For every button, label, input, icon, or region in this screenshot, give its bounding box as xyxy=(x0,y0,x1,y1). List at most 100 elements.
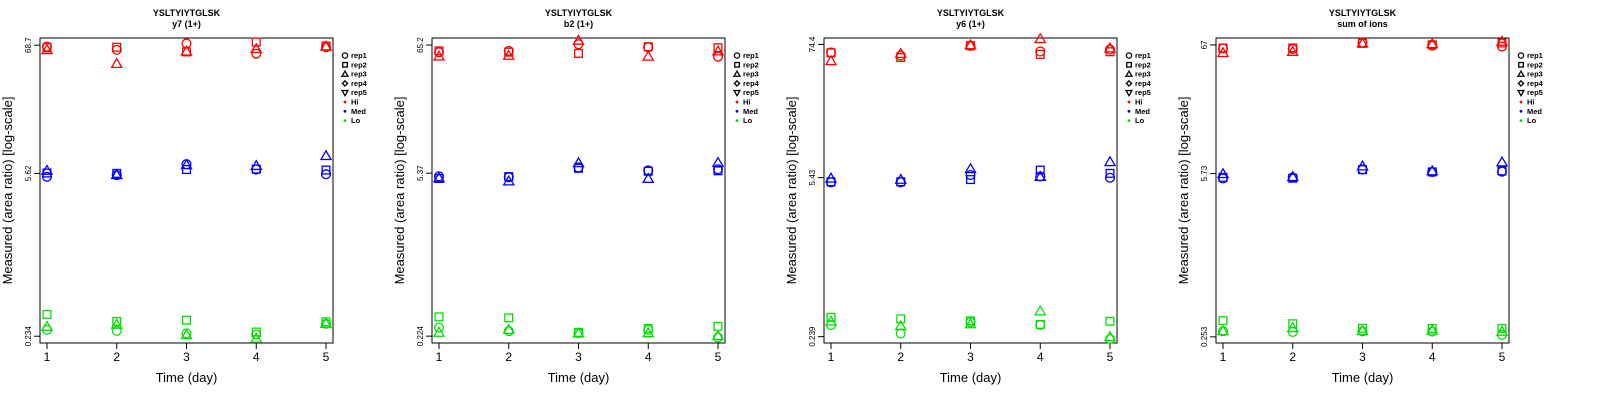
y-axis-label: Measured (area ratio) [log-scale] xyxy=(392,97,407,285)
data-point-med-rep2 xyxy=(321,165,331,175)
y-axis-label: Measured (area ratio) [log-scale] xyxy=(1176,97,1191,285)
y-tick-label: 0.239 xyxy=(808,326,817,347)
data-point-lo-rep3 xyxy=(432,326,446,337)
data-point-hi-rep2 xyxy=(573,48,584,58)
legend-label-rep5: rep5 xyxy=(743,88,759,97)
chart-subtitle: b2 (1+) xyxy=(564,19,593,29)
data-point-med-rep1 xyxy=(965,169,976,181)
data-point-lo-rep2 xyxy=(251,327,261,337)
data-point-lo-rep2 xyxy=(181,315,192,325)
data-point-lo-rep1 xyxy=(712,332,724,343)
legend-dot-hi xyxy=(343,100,347,104)
legend-label-rep2: rep2 xyxy=(1135,60,1151,69)
chart-subtitle: sum of ions xyxy=(1337,19,1388,29)
data-point-hi-rep2 xyxy=(251,37,261,47)
x-tick-label: 1 xyxy=(828,350,835,364)
x-tick-label: 4 xyxy=(253,350,260,364)
data-point-lo-rep3 xyxy=(964,317,977,329)
data-point-med-rep3 xyxy=(1216,167,1230,179)
data-point-med-rep3 xyxy=(572,156,585,168)
data-point-hi-rep1 xyxy=(111,44,122,55)
data-point-med-rep3 xyxy=(711,156,725,168)
data-point-hi-rep3 xyxy=(1495,35,1509,46)
x-tick-label: 1 xyxy=(436,350,443,364)
data-point-hi-rep3 xyxy=(110,57,123,69)
legend-marker-rep3 xyxy=(1516,69,1526,77)
legend-marker-rep2 xyxy=(342,61,348,68)
legend-label-rep4: rep4 xyxy=(351,79,368,88)
y-tick-label: 65.2 xyxy=(416,37,425,53)
data-point-lo-rep2 xyxy=(1288,319,1298,329)
chart-title: YSLTYIYTGLSK xyxy=(545,8,613,18)
plot-frame xyxy=(1215,37,1510,344)
x-tick-label: 3 xyxy=(1359,350,1366,364)
legend-label-rep4: rep4 xyxy=(1135,79,1152,88)
data-point-lo-rep1 xyxy=(111,325,122,336)
legend-dot-med xyxy=(735,109,739,113)
data-point-lo-rep3 xyxy=(894,319,907,331)
legend-dot-hi xyxy=(1519,100,1523,104)
data-point-med-rep3 xyxy=(319,149,333,161)
x-tick-label: 5 xyxy=(1499,350,1506,364)
x-tick-label: 1 xyxy=(1220,350,1227,364)
data-point-hi-rep3 xyxy=(180,45,193,56)
legend-dot-hi xyxy=(735,100,739,104)
data-point-hi-rep3 xyxy=(572,34,585,45)
data-point-hi-rep3 xyxy=(1426,37,1439,49)
legend-dot-lo xyxy=(1127,119,1131,122)
legend-marker-rep3 xyxy=(1124,69,1134,77)
data-point-med-rep2 xyxy=(1497,166,1507,176)
legend-label-hi: Hi xyxy=(1135,98,1143,107)
y-tick-label: 67 xyxy=(1200,40,1209,49)
legend-label-lo: Lo xyxy=(1135,116,1145,125)
data-point-lo-rep3 xyxy=(572,326,585,338)
data-point-med-rep3 xyxy=(110,168,123,180)
legend-marker-rep5 xyxy=(340,89,350,97)
chart-subtitle: y6 (1+) xyxy=(956,19,985,29)
data-point-hi-rep3 xyxy=(964,38,977,50)
plot-frame xyxy=(823,37,1118,344)
data-point-hi-rep3 xyxy=(824,54,838,66)
legend-dot-lo xyxy=(735,119,739,122)
data-point-med-rep3 xyxy=(502,174,515,186)
legend-marker-rep2 xyxy=(734,61,740,68)
legend-marker-rep5 xyxy=(1516,89,1526,97)
data-point-lo-rep2 xyxy=(1357,323,1368,333)
data-point-med-rep2 xyxy=(181,165,192,175)
x-tick-label: 1 xyxy=(44,350,51,364)
y-tick-label: 5.73 xyxy=(1200,165,1209,181)
x-tick-label: 3 xyxy=(575,350,582,364)
data-point-lo-rep3 xyxy=(502,323,515,334)
data-point-lo-rep3 xyxy=(40,320,54,331)
data-point-hi-rep2 xyxy=(1218,43,1228,53)
y-tick-label: 5.43 xyxy=(808,169,817,185)
legend-marker-rep2 xyxy=(1518,61,1524,68)
chart-title: YSLTYIYTGLSK xyxy=(153,8,221,18)
x-axis-label: Time (day) xyxy=(940,370,1002,385)
legend-marker-rep3 xyxy=(340,69,350,77)
legend-label-hi: Hi xyxy=(743,98,751,107)
data-point-lo-rep3 xyxy=(711,329,725,341)
data-point-med-rep3 xyxy=(642,172,655,183)
data-point-lo-rep2 xyxy=(643,323,653,334)
chart-title: YSLTYIYTGLSK xyxy=(1329,8,1397,18)
data-point-lo-rep3 xyxy=(1356,324,1369,336)
legend-marker-rep1 xyxy=(341,52,349,59)
data-point-med-rep3 xyxy=(1286,170,1299,182)
data-point-lo-rep2 xyxy=(434,312,444,322)
data-point-hi-rep3 xyxy=(1356,36,1369,48)
data-point-lo-rep3 xyxy=(180,328,193,340)
data-point-med-rep3 xyxy=(1495,155,1509,167)
legend-label-hi: Hi xyxy=(1527,98,1535,107)
data-point-lo-rep2 xyxy=(112,316,122,327)
data-point-lo-rep3 xyxy=(319,317,333,328)
legend-marker-rep5 xyxy=(1124,89,1134,97)
legend-label-rep3: rep3 xyxy=(351,70,367,79)
data-point-hi-rep3 xyxy=(432,50,446,61)
legend-label-rep5: rep5 xyxy=(351,88,367,97)
legend-marker-rep4 xyxy=(733,79,741,87)
legend-marker-rep2 xyxy=(1126,61,1132,68)
data-point-lo-rep2 xyxy=(1105,316,1115,326)
legend-label-rep5: rep5 xyxy=(1135,88,1151,97)
